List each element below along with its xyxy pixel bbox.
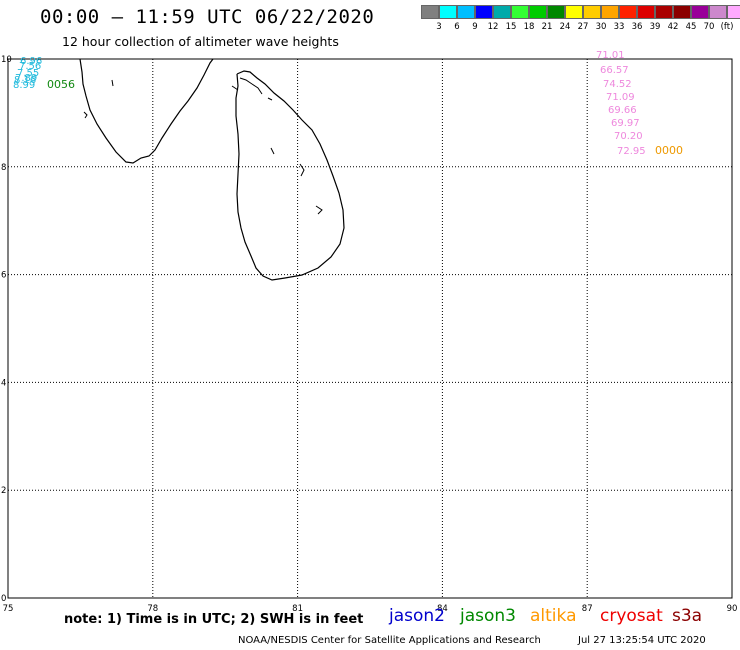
color-scale-label: 21 (541, 22, 553, 32)
color-scale-label: 6 (454, 22, 460, 32)
swh-label-west: 7.56 (19, 61, 41, 72)
swh-label-west: 6.96 (20, 56, 42, 67)
swh-label-east: 69.66 (608, 105, 637, 116)
color-swatch (673, 5, 691, 19)
color-scale-label: 33 (613, 22, 625, 32)
x-tick-label: 81 (292, 604, 303, 614)
color-swatch (439, 5, 457, 19)
color-scale (421, 5, 740, 19)
jaffna-peninsula (239, 77, 263, 95)
color-scale-label: 3 (436, 22, 442, 32)
page-title: 00:00 – 11:59 UTC 06/22/2020 (40, 6, 375, 28)
x-tick-label: 90 (727, 604, 738, 614)
color-swatch (493, 5, 511, 19)
footer-credit: NOAA/NESDIS Center for Satellite Applica… (238, 635, 541, 646)
satellite-legend-item: s3a (672, 606, 703, 626)
color-scale-label: 39 (649, 22, 661, 32)
color-scale-label: 24 (559, 22, 571, 32)
color-scale-label: 9 (472, 22, 478, 32)
swh-label-west: 8.16 (14, 75, 36, 86)
coast-detail-bay (315, 205, 323, 215)
color-swatch (709, 5, 727, 19)
color-scale-label: 70 (703, 22, 715, 32)
color-scale-label: 27 (577, 22, 589, 32)
india-island-small (111, 79, 114, 87)
color-swatch (511, 5, 529, 19)
color-swatch (475, 5, 493, 19)
swh-label-east: 66.57 (600, 65, 629, 76)
color-scale-label: 30 (595, 22, 607, 32)
y-tick-label: 10 (1, 55, 12, 65)
coast-detail-east (299, 163, 305, 177)
satellite-legend-item: altika (530, 606, 577, 626)
x-tick-label: 78 (147, 604, 158, 614)
swh-label-east: 71.09 (606, 92, 635, 103)
y-tick-label: 2 (1, 486, 6, 496)
color-swatch (691, 5, 709, 19)
india-island (83, 111, 88, 119)
sri-lanka-coastline (235, 70, 345, 281)
color-swatch (547, 5, 565, 19)
color-swatch (637, 5, 655, 19)
color-scale-label: (ft) (720, 22, 734, 32)
color-scale-label: 45 (685, 22, 697, 32)
page-subtitle: 12 hour collection of altimeter wave hei… (62, 34, 339, 49)
color-scale-label: 12 (487, 22, 499, 32)
footer-note: note: 1) Time is in UTC; 2) SWH is in fe… (64, 612, 364, 627)
y-tick-label: 0 (1, 594, 6, 604)
color-swatch (655, 5, 673, 19)
axis-ticks: 75 78 81 84 87 90 10 8 6 4 2 0 (1, 55, 737, 614)
color-scale-label: 15 (505, 22, 517, 32)
y-tick-label: 4 (1, 378, 6, 388)
color-scale-label: 18 (523, 22, 535, 32)
satellite-legend-item: cryosat (600, 606, 663, 626)
map-grid (8, 59, 732, 598)
satellite-legend-item: jason3 (460, 606, 516, 626)
swh-label-east: 69.97 (611, 118, 640, 129)
color-scale-labels: 3 6 9 12 15 18 21 24 27 30 33 36 39 42 45 70 (ft) (421, 22, 740, 34)
color-swatch (583, 5, 601, 19)
swh-label-east: 72.95 (617, 146, 646, 157)
x-tick-label: 75 (3, 604, 14, 614)
color-scale-label: 42 (667, 22, 679, 32)
color-swatch (529, 5, 547, 19)
color-scale-label: 36 (631, 22, 643, 32)
color-swatch (565, 5, 583, 19)
satellite-legend-item: jason2 (389, 606, 445, 626)
observations: 6.967.567.557.898.168.99 0056 71.01 66.57 74… (13, 50, 683, 157)
swh-label-east: 70.20 (614, 131, 643, 142)
mannar-island (231, 85, 239, 91)
coast-detail-north (267, 97, 273, 101)
color-swatch (421, 5, 439, 19)
india-coastline (79, 58, 214, 164)
map-frame (7, 58, 733, 599)
obs-time-east: 0000 (655, 144, 683, 157)
y-tick-label: 8 (1, 163, 6, 173)
x-tick-label: 84 (437, 604, 448, 614)
color-swatch (727, 5, 740, 19)
color-swatch (601, 5, 619, 19)
x-tick-label: 87 (582, 604, 593, 614)
swh-label-east: 74.52 (603, 79, 632, 90)
swh-label-west: 8.99 (13, 80, 35, 91)
swh-label-east: 71.01 (596, 50, 625, 61)
color-swatch (619, 5, 637, 19)
obs-time-west: 0056 (47, 78, 75, 91)
swh-label-west: 7.89 (15, 73, 37, 84)
y-tick-label: 6 (1, 271, 6, 281)
footer-timestamp: Jul 27 13:25:54 UTC 2020 (578, 635, 706, 646)
swh-label-west: 7.55 (17, 68, 39, 79)
coast-detail-west (270, 147, 275, 155)
color-swatch (457, 5, 475, 19)
